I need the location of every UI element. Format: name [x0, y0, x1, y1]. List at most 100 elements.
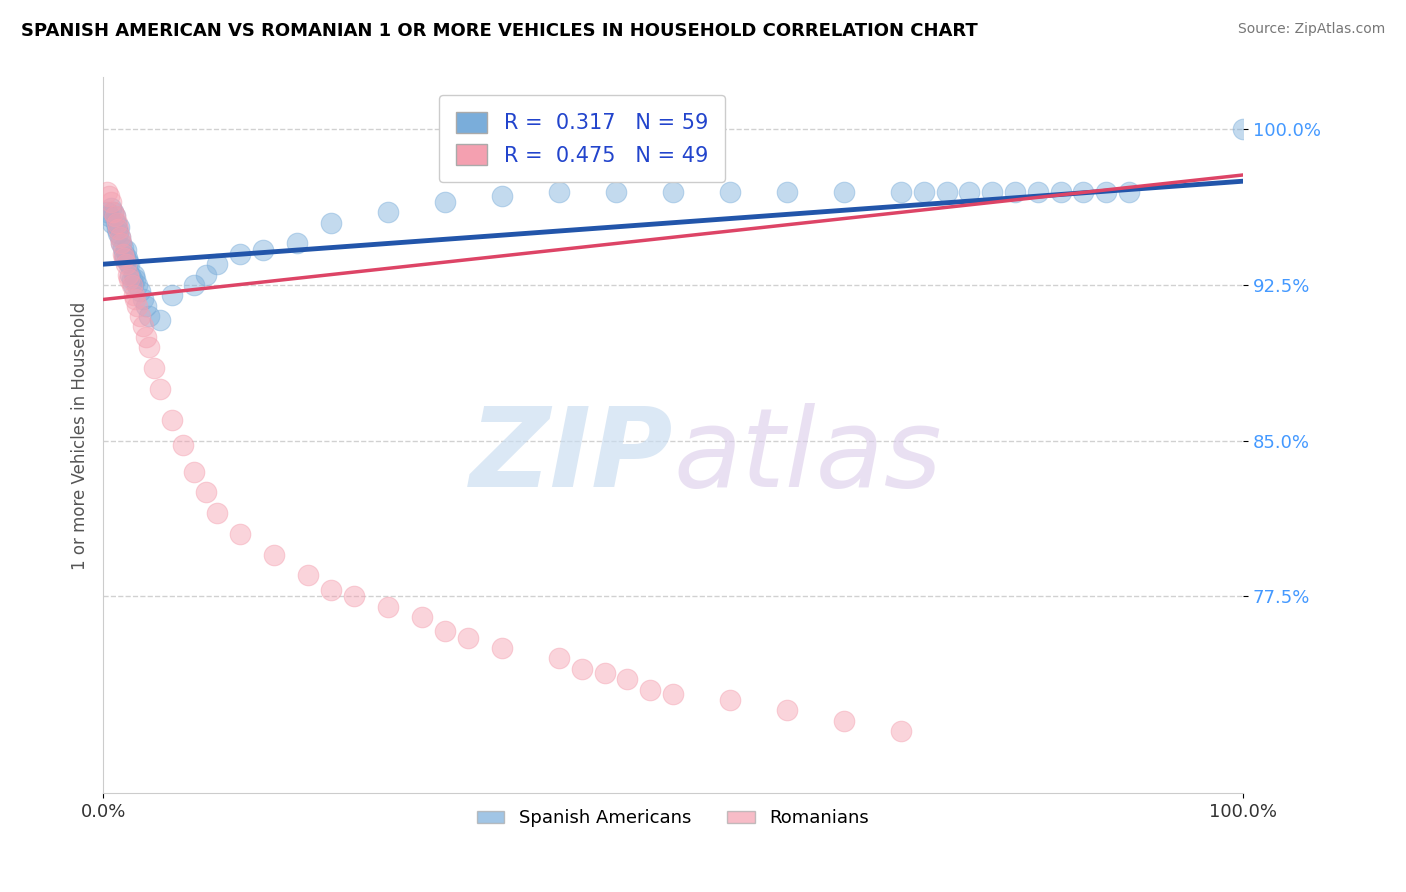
Point: [96, 185, 118, 199]
Point: [120, 268, 142, 282]
Point: [110, 230, 132, 244]
Point: [411, 610, 433, 624]
Y-axis label: 1 or more Vehicles in Household: 1 or more Vehicles in Household: [72, 301, 89, 569]
Point: [97, 188, 120, 202]
Point: [127, 277, 149, 292]
Point: [377, 599, 399, 614]
Point: [776, 703, 799, 717]
Point: [121, 277, 143, 292]
Point: [103, 210, 125, 224]
Point: [132, 293, 155, 307]
Point: [115, 243, 138, 257]
Point: [616, 672, 638, 686]
Point: [548, 651, 571, 665]
Point: [115, 251, 138, 265]
Point: [194, 268, 217, 282]
Point: [103, 205, 125, 219]
Point: [138, 340, 160, 354]
Point: [1118, 185, 1140, 199]
Point: [124, 293, 146, 307]
Point: [548, 185, 571, 199]
Point: [183, 465, 205, 479]
Point: [1026, 185, 1049, 199]
Point: [143, 361, 166, 376]
Point: [111, 241, 134, 255]
Point: [319, 216, 342, 230]
Point: [104, 216, 127, 230]
Point: [1004, 185, 1026, 199]
Point: [1073, 185, 1095, 199]
Point: [319, 582, 342, 597]
Point: [112, 251, 135, 265]
Point: [205, 257, 228, 271]
Point: [832, 714, 855, 728]
Point: [638, 682, 661, 697]
Point: [117, 268, 139, 282]
Text: Source: ZipAtlas.com: Source: ZipAtlas.com: [1237, 22, 1385, 37]
Point: [1049, 185, 1071, 199]
Point: [132, 319, 155, 334]
Point: [97, 210, 120, 224]
Point: [263, 548, 285, 562]
Point: [110, 236, 132, 251]
Point: [890, 724, 912, 739]
Point: [229, 247, 252, 261]
Point: [1232, 122, 1254, 136]
Point: [149, 382, 172, 396]
Point: [434, 624, 457, 639]
Point: [135, 330, 157, 344]
Point: [118, 257, 141, 271]
Point: [252, 243, 274, 257]
Point: [593, 665, 616, 680]
Point: [194, 485, 217, 500]
Point: [103, 210, 125, 224]
Point: [124, 271, 146, 285]
Point: [571, 662, 593, 676]
Point: [377, 205, 399, 219]
Point: [100, 194, 122, 209]
Point: [605, 185, 627, 199]
Point: [491, 641, 513, 656]
Point: [457, 631, 479, 645]
Point: [114, 251, 136, 265]
Point: [172, 438, 194, 452]
Point: [1095, 185, 1118, 199]
Point: [103, 205, 125, 219]
Point: [205, 506, 228, 520]
Point: [127, 299, 149, 313]
Point: [935, 185, 957, 199]
Point: [718, 693, 741, 707]
Point: [957, 185, 980, 199]
Point: [832, 185, 855, 199]
Point: [776, 185, 799, 199]
Point: [110, 236, 132, 251]
Text: SPANISH AMERICAN VS ROMANIAN 1 OR MORE VEHICLES IN HOUSEHOLD CORRELATION CHART: SPANISH AMERICAN VS ROMANIAN 1 OR MORE V…: [21, 22, 977, 40]
Point: [890, 185, 912, 199]
Point: [912, 185, 935, 199]
Point: [128, 284, 150, 298]
Point: [101, 216, 124, 230]
Point: [118, 271, 141, 285]
Point: [160, 288, 183, 302]
Point: [107, 222, 129, 236]
Point: [135, 299, 157, 313]
Point: [662, 185, 685, 199]
Point: [343, 589, 366, 603]
Point: [718, 185, 741, 199]
Point: [110, 230, 132, 244]
Legend: Spanish Americans, Romanians: Spanish Americans, Romanians: [470, 802, 876, 834]
Point: [108, 219, 131, 234]
Point: [149, 313, 172, 327]
Point: [491, 188, 513, 202]
Point: [111, 247, 134, 261]
Point: [122, 288, 145, 302]
Point: [160, 413, 183, 427]
Point: [115, 257, 138, 271]
Point: [112, 247, 135, 261]
Point: [121, 271, 143, 285]
Point: [122, 268, 145, 282]
Text: atlas: atlas: [673, 403, 942, 510]
Point: [285, 236, 308, 251]
Point: [981, 185, 1004, 199]
Point: [105, 222, 128, 236]
